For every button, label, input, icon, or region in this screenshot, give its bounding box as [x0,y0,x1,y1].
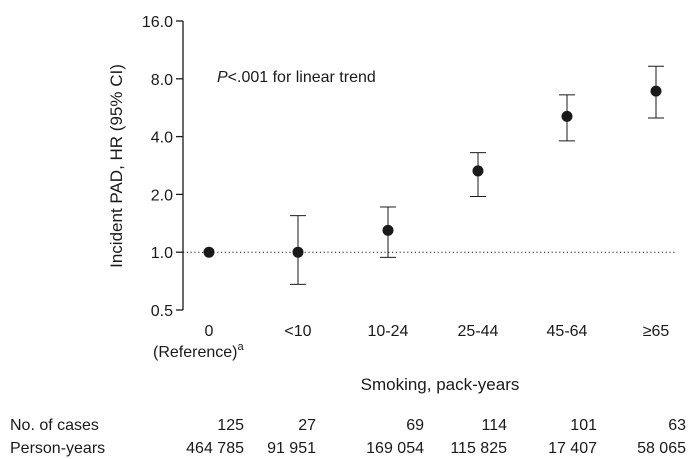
table-cell: 115 825 [450,440,507,457]
x-tick-label: 25-44 [458,323,499,340]
data-point [292,246,304,258]
trend-annotation-text: <.001 for linear trend [228,69,376,86]
table-row-label: No. of cases [10,417,99,434]
data-point [382,224,394,236]
table-cell: 58 065 [637,440,686,457]
reference-text: (Reference) [153,344,237,361]
trend-annotation: P<.001 for linear trend [217,69,376,86]
data-points [203,85,662,258]
table-cell: 101 [570,417,597,434]
data-point [561,110,573,122]
table-cell: 63 [668,417,686,434]
table-cell: 17 407 [548,440,597,457]
table-cell: 69 [406,417,424,434]
x-axis-title: Smoking, pack-years [361,375,520,394]
data-point [203,246,215,258]
x-tick-label: ≥65 [643,323,670,340]
y-tick-label: 4.0 [151,130,173,147]
table-cell: 464 785 [186,440,244,457]
y-tick-label: 16.0 [142,14,173,31]
data-point [650,85,662,97]
x-tick-label: 45-64 [547,323,588,340]
y-axis-title: Incident PAD, HR (95% CI) [107,64,126,268]
table-cell: 169 054 [366,440,424,457]
data-point [472,165,484,177]
trend-annotation-p: P [217,69,228,86]
table-cell: 91 951 [267,440,316,457]
table-cell: 27 [298,417,316,434]
table-row-label: Person-years [10,440,105,457]
y-tick-label: 2.0 [151,187,173,204]
reference-sublabel: (Reference)a [153,341,244,361]
y-tick-label: 1.0 [151,245,173,262]
y-tick-label: 0.5 [151,303,173,320]
table-cell: 114 [481,417,507,434]
summary-table: No. of cases 125 27 69 114 101 63 Person-years 4… [10,417,686,457]
x-axis-ticks: 0 <10 10-24 25-44 45-64 ≥65 [205,323,670,340]
table-cell: 125 [217,417,244,434]
x-tick-label: 10-24 [368,323,409,340]
y-axis-ticks: 0.5 1.0 2.0 4.0 8.0 16.0 [142,14,183,320]
y-tick-label: 8.0 [151,72,173,89]
x-tick-label: <10 [284,323,311,340]
reference-footnote: a [237,341,244,353]
x-tick-label: 0 [205,323,214,340]
